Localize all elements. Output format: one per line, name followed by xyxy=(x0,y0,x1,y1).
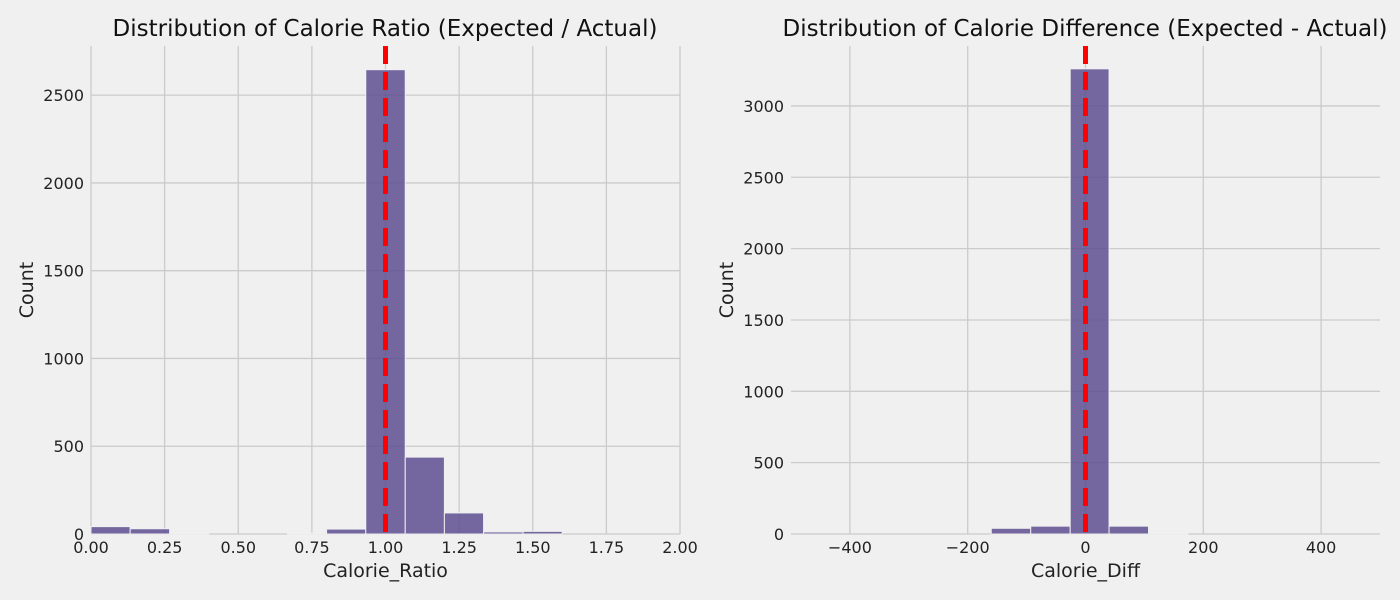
y-tick-label: 2500 xyxy=(43,86,84,105)
x-tick-label: 0.00 xyxy=(73,538,109,557)
y-axis-label: Count xyxy=(716,262,738,318)
y-tick-label: 1500 xyxy=(43,262,84,281)
y-tick-label: 2500 xyxy=(743,168,784,187)
y-tick-label: 3000 xyxy=(743,97,784,116)
x-axis-label: Calorie_Diff xyxy=(1031,560,1141,582)
y-axis-label: Count xyxy=(16,262,38,318)
x-axis-label: Calorie_Ratio xyxy=(323,560,448,582)
x-tick-label: 0 xyxy=(1080,538,1090,557)
y-tick-label: 1000 xyxy=(43,349,84,368)
y-tick-label: 500 xyxy=(53,437,84,456)
histogram-bar xyxy=(326,528,367,535)
histogram-bar xyxy=(1069,68,1110,535)
histogram-bar xyxy=(129,528,171,535)
histogram-bar xyxy=(90,526,131,535)
histogram-bar xyxy=(522,530,563,535)
x-tick-label: 0.75 xyxy=(294,538,330,557)
x-tick-label: 0.50 xyxy=(220,538,256,557)
x-tick-label: 1.75 xyxy=(589,538,625,557)
y-tick-label: 2000 xyxy=(743,240,784,259)
y-tick-label: 0 xyxy=(774,525,784,544)
chart-calorie-difference: −400 −200 0 200 400 0 500 1000 1500 2000 2500 3000 C… xyxy=(716,16,1388,582)
chart-title: Distribution of Calorie Ratio (Expected … xyxy=(113,16,658,42)
y-tick-label: 2000 xyxy=(43,174,84,193)
chart-title: Distribution of Calorie Difference (Expe… xyxy=(782,16,1387,42)
x-tick-label: 1.00 xyxy=(368,538,404,557)
x-tick-label: −400 xyxy=(828,538,872,557)
y-tick-label: 0 xyxy=(74,525,84,544)
x-tick-label: 1.25 xyxy=(441,538,477,557)
histogram-bar xyxy=(990,527,1032,535)
y-tick-label: 1000 xyxy=(743,382,784,401)
histogram-bar xyxy=(443,512,485,535)
histogram-bar xyxy=(404,456,445,535)
chart-calorie-ratio: 0.00 0.25 0.50 0.75 1.00 1.25 1.50 1.75 2.00 0 500… xyxy=(16,16,698,582)
histogram-bar xyxy=(286,532,328,535)
x-tick-label: 0.25 xyxy=(147,538,183,557)
x-tick-label: −200 xyxy=(946,538,990,557)
x-tick-label: 2.00 xyxy=(662,538,698,557)
histogram-bar xyxy=(1108,525,1150,535)
y-tick-label: 1500 xyxy=(743,311,784,330)
histogram-bar xyxy=(483,531,524,535)
x-tick-label: 200 xyxy=(1188,538,1219,557)
histogram-bar xyxy=(169,532,210,535)
x-tick-label: 1.50 xyxy=(515,538,551,557)
histogram-bar xyxy=(1030,525,1071,535)
x-tick-label: 400 xyxy=(1306,538,1337,557)
histogram-bar xyxy=(365,69,406,535)
y-tick-label: 500 xyxy=(753,454,784,473)
histogram-bar xyxy=(1148,532,1189,535)
